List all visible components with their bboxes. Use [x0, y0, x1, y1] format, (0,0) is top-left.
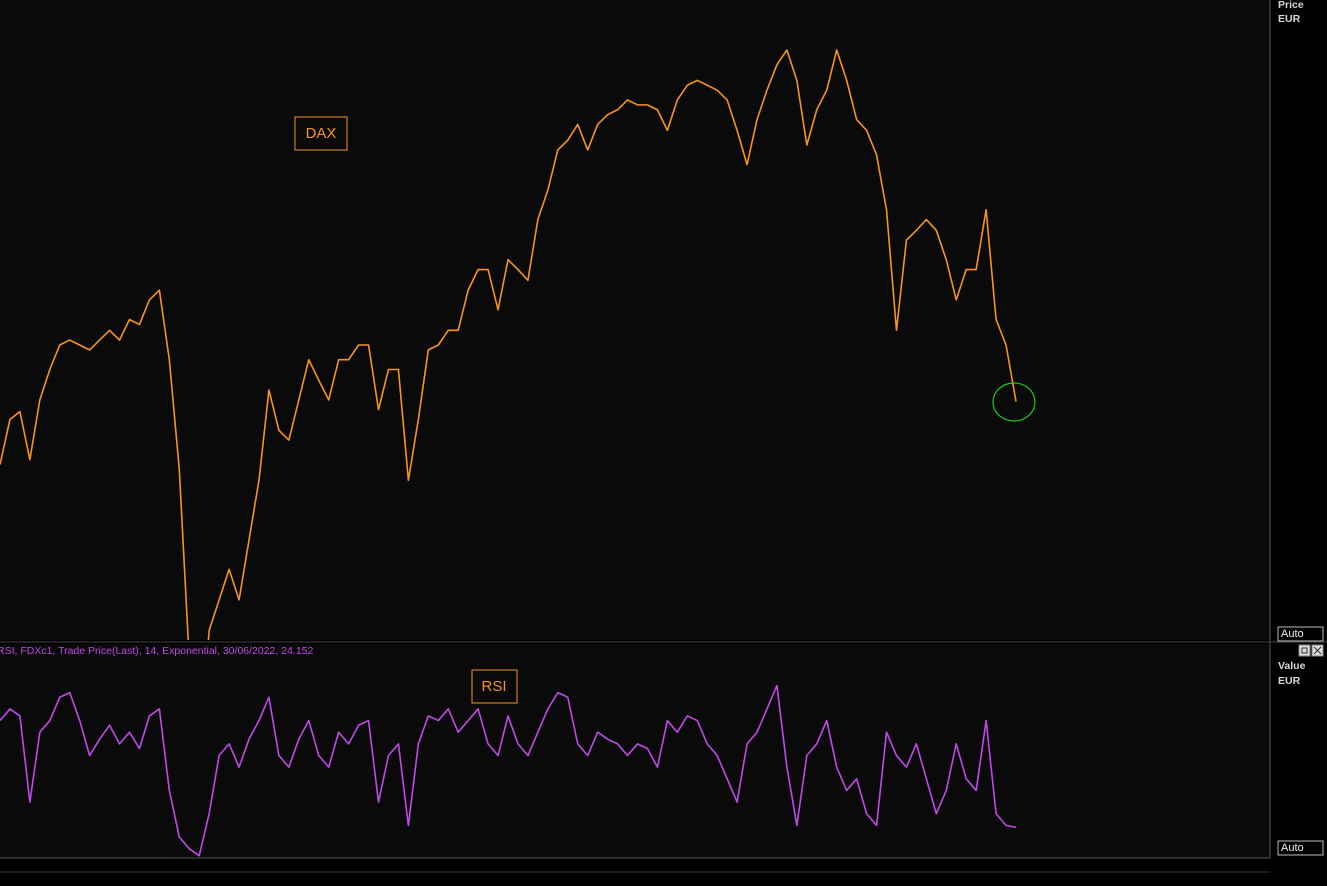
- rsi-panel: [0, 644, 1270, 858]
- indicator-header: RSI, FDXc1, Trade Price(Last), 14, Expon…: [0, 645, 314, 657]
- auto-button[interactable]: [1277, 840, 1324, 856]
- title-box: [294, 116, 348, 151]
- title-box: [471, 669, 518, 704]
- auto-button[interactable]: [1277, 626, 1324, 642]
- rsi-line: [0, 684, 1017, 857]
- price-panel: [0, 0, 1270, 640]
- restore-icon[interactable]: [1298, 644, 1311, 657]
- close-icon-glyph: [1313, 646, 1322, 655]
- auto-button-label[interactable]: Auto: [1281, 628, 1304, 640]
- restore-icon-glyph: [1301, 647, 1308, 654]
- auto-button-label[interactable]: Auto: [1281, 842, 1304, 854]
- axis-title: Price: [1278, 0, 1304, 11]
- price-line: [0, 49, 1017, 640]
- axis-unit: EUR: [1278, 13, 1301, 25]
- axis-unit: EUR: [1278, 675, 1301, 687]
- chart-title: RSI: [481, 678, 506, 695]
- highlight-circle: [992, 382, 1036, 422]
- axis-title: Value: [1278, 660, 1306, 672]
- chart-title: DAX: [306, 125, 337, 142]
